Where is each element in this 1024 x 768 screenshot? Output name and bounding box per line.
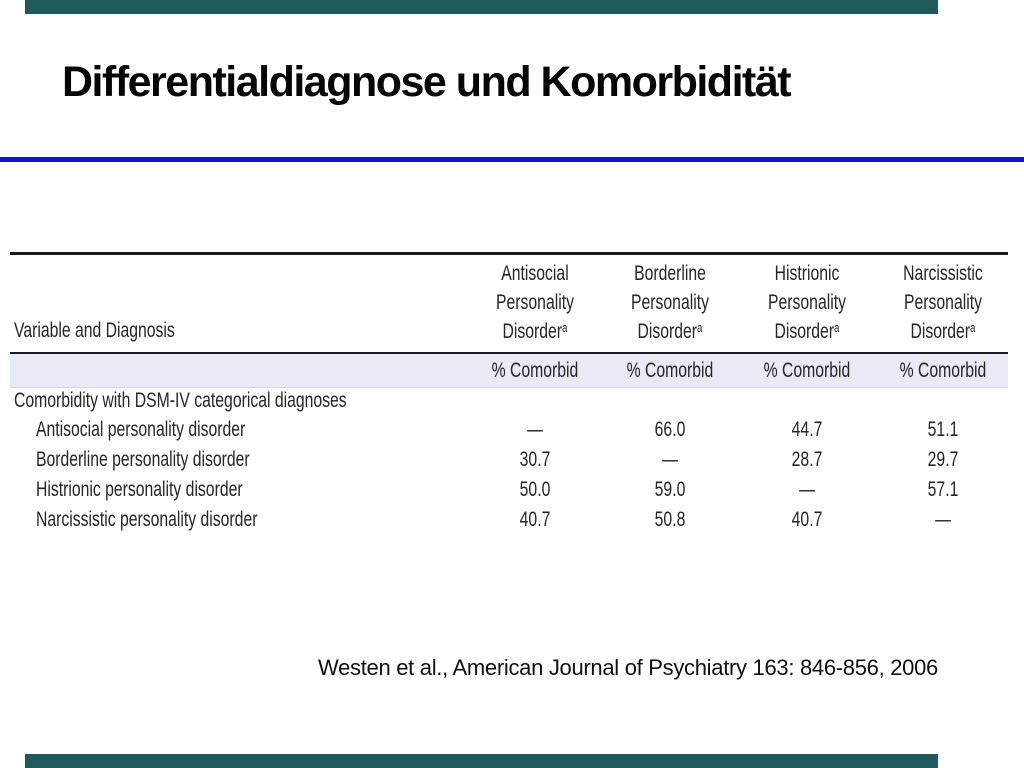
table-cell: 29.7 [927,448,959,471]
subheader-band: % Comorbid % Comorbid % Comorbid % Comor… [10,354,1008,388]
table-row: Antisocial personality disorder — 66.0 4… [10,419,1008,445]
table-header-rule [10,352,1008,354]
subheader-comorbid: % Comorbid [491,359,579,382]
column-header-line: Borderline [634,262,706,285]
row-label: Borderline personality disorder [36,448,250,471]
table-cell: — [662,448,678,471]
title-divider-rule [0,157,1024,162]
column-header-line-text: Disorder [910,320,971,343]
footnote-marker: a [970,320,976,335]
row-label: Narcissistic personality disorder [36,508,258,531]
table-section-header: Comorbidity with DSM-IV categorical diag… [14,390,458,411]
table-cell: 50.8 [654,508,686,531]
column-header-line: Disordera [479,317,592,348]
table-cell: 30.7 [519,448,551,471]
column-header-antisocial: Antisocial Personality Disordera [479,259,592,348]
top-decorative-bar [25,0,938,14]
table-row: Borderline personality disorder 30.7 — 2… [10,449,1008,475]
column-header-line: Antisocial [501,262,569,285]
table-cell: 44.7 [791,418,823,441]
table-row: Histrionic personality disorder 50.0 59.… [10,479,1008,505]
row-label: Histrionic personality disorder [36,478,243,501]
table-cell: 40.7 [519,508,551,531]
footnote-marker: a [834,320,840,335]
column-header-line: Personality [496,291,574,314]
table-section-header-text: Comorbidity with DSM-IV categorical diag… [14,389,347,412]
column-header-line: Narcissistic [903,262,983,285]
table-cell: 57.1 [927,478,959,501]
table-row: Narcissistic personality disorder 40.7 5… [10,509,1008,535]
footnote-marker: a [697,320,703,335]
row-label: Antisocial personality disorder [36,418,246,441]
column-header-line-text: Disorder [774,320,835,343]
column-header-line: Histrionic [774,262,840,285]
column-header-line: Personality [768,291,846,314]
column-header-line: Personality [631,291,709,314]
subheader-comorbid: % Comorbid [763,359,851,382]
slide-title: Differentialdiagnose und Komorbidität [62,58,792,106]
column-header-narcissistic: Narcissistic Personality Disordera [887,259,1000,348]
table-cell: 66.0 [654,418,686,441]
citation-text: Westen et al., American Journal of Psych… [318,655,938,680]
footnote-marker: a [562,320,568,335]
comorbidity-table: Antisocial Personality Disordera Borderl… [10,252,1008,552]
table-cell: — [527,418,543,441]
column-header-histrionic: Histrionic Personality Disordera [751,259,864,348]
column-header-line: Disordera [614,317,727,348]
table-cell: 50.0 [519,478,551,501]
column-header-line-text: Disorder [637,320,698,343]
table-top-rule [10,252,1008,255]
table-cell: — [935,508,951,531]
subheader-comorbid: % Comorbid [626,359,714,382]
column-header-line: Disordera [751,317,864,348]
column-header-line: Personality [904,291,982,314]
subheader-comorbid: % Comorbid [899,359,987,382]
column-header-line-text: Disorder [502,320,563,343]
column-header-borderline: Borderline Personality Disordera [614,259,727,348]
table-cell: 59.0 [654,478,686,501]
bottom-decorative-bar [25,754,938,768]
row-header-label: Variable and Diagnosis [14,319,175,342]
table-cell: 51.1 [927,418,959,441]
table-cell: 28.7 [791,448,823,471]
table-cell: — [799,478,815,501]
column-header-line: Disordera [887,317,1000,348]
table-cell: 40.7 [791,508,823,531]
